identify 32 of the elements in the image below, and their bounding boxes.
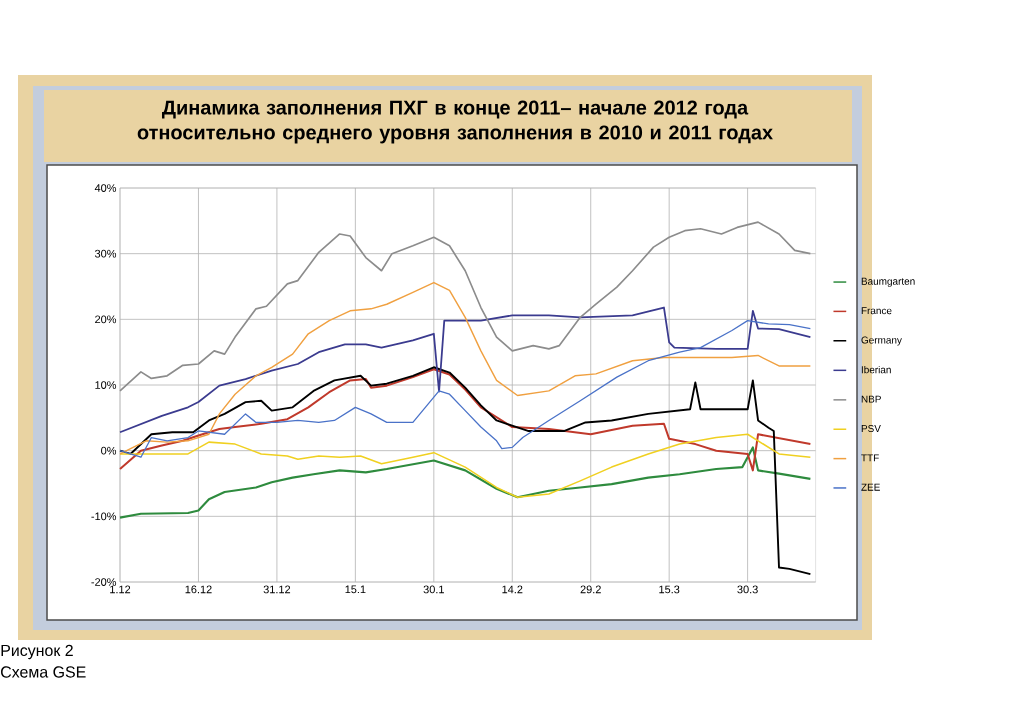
legend-label: France: [861, 307, 892, 315]
y-tick-label: 10%: [95, 381, 117, 389]
x-tick-label: 30.3: [737, 585, 758, 594]
y-tick-label: 0%: [101, 446, 117, 455]
line-series: [119, 221, 812, 392]
legend-label: NBP: [861, 395, 881, 403]
legend-label: Germany: [861, 336, 902, 346]
y-tick-label: -20%: [91, 578, 117, 586]
line-series: [118, 446, 812, 519]
legend-label: ZEE: [861, 483, 880, 491]
legend-label: PSV: [861, 425, 881, 433]
line-series: [119, 306, 812, 434]
x-tick-label: 14.2: [502, 585, 523, 594]
x-tick-label: 15.3: [659, 585, 680, 594]
y-tick-label: -10%: [91, 512, 117, 521]
x-tick-label: 31.12: [263, 585, 291, 594]
x-tick-label: 29.2: [580, 585, 601, 594]
text: Схема GSE: [1, 666, 86, 678]
line-series: [119, 320, 812, 458]
chart-title: Динамика заполнения ПХГ в конце 2011– начале 2012 года относительно среднего уровня заполнения в 2010 и 2011 годах: [137, 100, 773, 144]
x-tick-label: 15.1: [345, 585, 366, 594]
y-tick-label: 20%: [95, 315, 117, 324]
x-tick-label: 16.12: [185, 585, 212, 594]
x-tick-label: 1.12: [110, 585, 131, 594]
legend-label: Iberian: [861, 365, 891, 374]
x-tick-label: 30.1: [423, 585, 444, 594]
legend-label: TTF: [861, 454, 879, 462]
y-tick-label: 30%: [94, 249, 117, 258]
y-tick-label: 40%: [94, 184, 117, 192]
line-series: [119, 368, 812, 472]
legend-label: Baumgarten: [861, 277, 915, 287]
text: Рисунок 2: [1, 644, 73, 660]
